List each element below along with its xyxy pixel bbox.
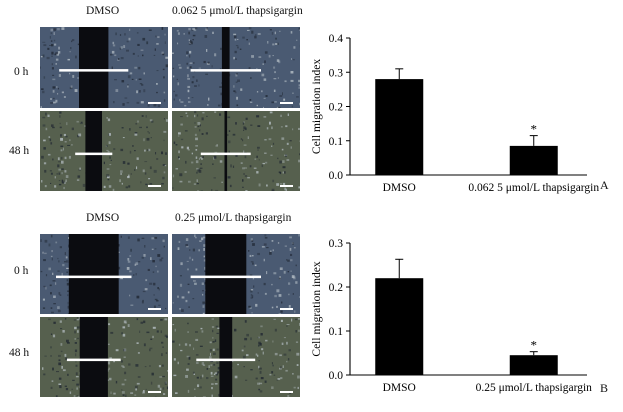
y-tick-label: 0.3 [329,238,344,250]
micrograph-dmso-0h [40,234,168,314]
significance-marker: * [531,122,538,137]
bar [375,79,423,175]
col-label-treatment: 0.062 5 μmol/L thapsigargin [172,5,303,17]
y-axis-label: Cell migration index [311,261,323,356]
y-tick-label: 0.4 [329,33,344,45]
x-category-label: 0.25 μmol/L thapsigargin [476,382,593,394]
bar [510,355,558,375]
y-tick-label: 0.0 [329,170,344,182]
y-tick-label: 0.3 [329,67,344,79]
bar-chart-b: 0.0 0.1 0.2 0.3 Cell migration index DMSO * 0.2… [300,207,623,407]
panel-b: DMSO 0.25 μmol/L thapsigargin 0 h 48 h 0… [0,207,623,407]
micrograph-dmso-48h [40,317,168,397]
chart-svg-b: 0.0 0.1 0.2 0.3 Cell migration index DMSO * 0.2… [300,207,623,407]
wound-width-line [196,359,255,362]
col-label-control: DMSO [86,5,119,17]
row-label-48h: 48 h [9,145,29,157]
micrograph-svg [40,111,168,191]
chart-svg-a: 0.0 0.1 0.2 0.3 0.4 Cell migration index DMSO *… [300,0,623,200]
scratch-gap [79,27,108,108]
wound-width-line [56,276,132,279]
row-label-0h: 0 h [14,66,28,78]
scale-bar [148,102,161,104]
y-axis-label: Cell migration index [311,59,323,154]
scratch-gap [222,27,230,108]
x-category-label: DMSO [383,382,416,394]
y-tick-label: 0.2 [329,282,344,294]
micrograph-svg [172,27,300,108]
scratch-gap [205,234,246,314]
row-label-0h: 0 h [14,265,28,277]
micrograph-svg [172,234,300,314]
scale-bar [280,391,293,393]
scratch-gap [80,317,108,397]
bar [510,146,558,175]
micrograph-treatment-48h [172,317,300,397]
micrograph-svg [172,111,300,191]
bar [375,278,423,375]
micrograph-treatment-0h [172,27,300,108]
micrograph-svg [40,234,168,314]
y-tick-label: 0.0 [329,370,344,382]
row-label-48h: 48 h [9,347,29,359]
y-tick-label: 0.2 [329,102,344,114]
panel-letter-a: A [600,178,609,193]
bar-chart-a: 0.0 0.1 0.2 0.3 0.4 Cell migration index DMSO *… [300,0,623,200]
scratch-gap [219,317,232,397]
col-label-control: DMSO [86,212,119,224]
wound-width-line [201,153,251,156]
scale-bar [148,391,161,393]
wound-width-line [191,69,261,72]
x-category-label: DMSO [383,182,416,194]
scale-bar [280,308,293,310]
panel-a: DMSO 0.062 5 μmol/L thapsigargin 0 h 48 … [0,0,623,200]
col-label-treatment: 0.25 μmol/L thapsigargin [175,212,291,224]
scale-bar [280,185,293,187]
significance-marker: * [531,338,538,353]
panel-letter-b: B [600,381,608,396]
scale-bar [148,308,161,310]
micrograph-dmso-0h [40,27,168,108]
micrograph-svg [172,317,300,397]
wound-width-line [59,69,128,72]
y-tick-label: 0.1 [329,136,344,148]
scratch-gap [85,111,102,191]
scratch-gap [69,234,119,314]
wound-width-line [75,153,112,156]
x-category-label: 0.062 5 μmol/L thapsigargin [468,182,599,194]
micrograph-svg [40,27,168,108]
micrograph-treatment-48h [172,111,300,191]
micrograph-svg [40,317,168,397]
scale-bar [148,185,161,187]
scale-bar [280,102,293,104]
wound-width-line [191,276,261,279]
micrograph-dmso-48h [40,111,168,191]
wound-width-line [67,359,121,362]
scratch-gap [225,111,228,191]
y-tick-label: 0.1 [329,326,344,338]
micrograph-treatment-0h [172,234,300,314]
